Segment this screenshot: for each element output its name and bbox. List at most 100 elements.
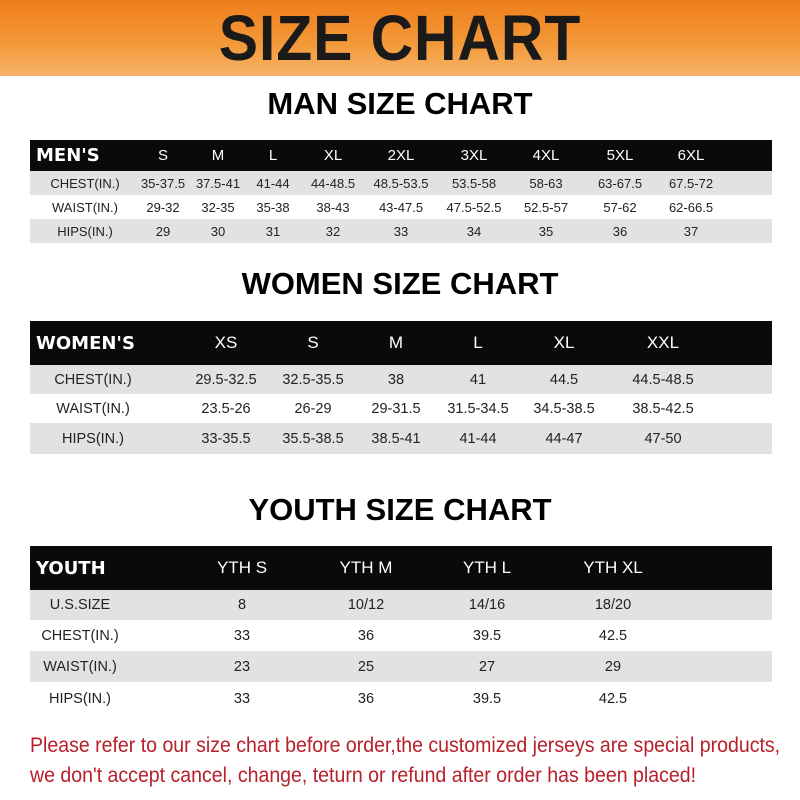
size-header: L <box>268 147 278 164</box>
men-section-title: MAN SIZE CHART <box>267 86 533 121</box>
youth-section-title: YOUTH SIZE CHART <box>248 492 552 527</box>
size-header: XL <box>323 147 343 164</box>
table-row: WAIST(IN.) 23.5-26 26-29 29-31.5 31.5-34.5 34… <box>30 394 772 423</box>
men-size-table: MEN'S S M L XL 2XL 3XL 4XL 5XL 6XL CHEST(IN.) 35-37… <box>30 140 772 243</box>
table-cell: 23.5-26 <box>201 400 251 417</box>
table-cell: 35-37.5 <box>140 175 186 191</box>
size-header: 4XL <box>532 147 560 164</box>
table-cell: 18/20 <box>594 597 632 613</box>
table-cell: 38.5-42.5 <box>632 400 694 417</box>
table-cell: 41 <box>469 371 487 388</box>
table-cell: 26-29 <box>294 400 332 417</box>
table-cell: 29 <box>155 223 171 239</box>
size-header: 2XL <box>387 147 415 164</box>
table-cell: 8 <box>237 597 247 613</box>
row-label: U.S.SIZE <box>49 597 111 613</box>
table-cell: 32.5-35.5 <box>282 371 344 388</box>
row-label: CHEST(IN.) <box>54 371 132 388</box>
table-cell: 35 <box>538 223 554 239</box>
table-cell: 43-47.5 <box>378 199 424 215</box>
row-label: HIPS(IN.) <box>61 430 125 447</box>
table-title-cell: WOMEN'S <box>36 332 135 354</box>
table-cell: 58-63 <box>529 175 563 191</box>
table-cell: 44-48.5 <box>310 175 356 191</box>
table-cell: 44.5 <box>549 371 579 388</box>
table-cell: 33 <box>233 690 251 707</box>
table-cell: 35-38 <box>256 199 290 215</box>
size-header: YTH S <box>216 558 268 577</box>
table-cell: 37 <box>683 223 699 239</box>
table-cell: 29.5-32.5 <box>195 371 257 388</box>
table-cell: 38.5-41 <box>371 430 421 447</box>
youth-size-table: YOUTH YTH S YTH M YTH L YTH XL U.S.SIZE 8 10/12… <box>30 546 772 715</box>
table-row: HIPS(IN.) 29 30 31 32 33 34 35 36 37 <box>30 219 772 243</box>
table-cell: 33 <box>233 627 251 644</box>
size-header: XL <box>553 333 575 352</box>
table-cell: 32 <box>325 223 341 239</box>
row-label: CHEST(IN.) <box>41 627 119 644</box>
size-header: YTH M <box>339 558 393 577</box>
size-chart-banner: SIZE CHART <box>0 0 800 76</box>
size-header: S <box>307 333 319 352</box>
size-header: YTH XL <box>583 558 643 577</box>
table-cell: 57-62 <box>603 199 637 215</box>
table-cell: 44.5-48.5 <box>632 371 694 388</box>
table-cell: 63-67.5 <box>597 175 643 191</box>
table-cell: 14/16 <box>468 597 506 613</box>
table-row: HIPS(IN.) 33-35.5 35.5-38.5 38.5-41 41-44 44-… <box>30 423 772 454</box>
table-cell: 36 <box>357 690 375 707</box>
table-row: U.S.SIZE 8 10/12 14/16 18/20 <box>30 590 772 620</box>
table-cell: 35.5-38.5 <box>282 430 344 447</box>
table-row: CHEST(IN.) 29.5-32.5 32.5-35.5 38 41 44.5 44.5… <box>30 365 772 394</box>
size-header: S <box>157 147 169 164</box>
table-row: WAIST(IN.) 23 25 27 29 <box>30 651 772 682</box>
table-title-cell: MEN'S <box>36 145 100 166</box>
banner-title: SIZE CHART <box>218 2 582 74</box>
notice-line-1: Please refer to our size chart before or… <box>30 734 781 757</box>
row-label: HIPS(IN.) <box>48 690 112 707</box>
table-header-row: MEN'S S M L XL 2XL 3XL 4XL 5XL 6XL <box>30 140 772 171</box>
table-cell: 38-43 <box>316 199 350 215</box>
table-cell: 27 <box>478 658 496 675</box>
table-header-row: YOUTH YTH S YTH M YTH L YTH XL <box>30 546 772 590</box>
row-label: WAIST(IN.) <box>52 199 118 215</box>
table-cell: 31.5-34.5 <box>447 400 509 417</box>
table-cell: 36 <box>357 627 375 644</box>
size-header: L <box>473 333 483 352</box>
size-header: YTH L <box>462 558 512 577</box>
size-header: 5XL <box>606 147 634 164</box>
women-section-title: WOMEN SIZE CHART <box>241 266 559 301</box>
table-cell: 10/12 <box>347 597 385 613</box>
table-cell: 29-32 <box>146 199 180 215</box>
table-cell: 42.5 <box>598 627 628 644</box>
table-cell: 41-44 <box>459 430 497 447</box>
notice-line-2: we don't accept cancel, change, teturn o… <box>30 764 697 787</box>
table-cell: 34 <box>466 223 482 239</box>
table-cell: 41-44 <box>256 175 290 191</box>
table-cell: 37.5-41 <box>195 175 241 191</box>
table-row: CHEST(IN.) 35-37.5 37.5-41 41-44 44-48.5 48.5… <box>30 171 772 195</box>
table-cell: 39.5 <box>472 690 502 707</box>
row-label: WAIST(IN.) <box>43 658 117 675</box>
table-cell: 29 <box>604 658 622 675</box>
size-header: M <box>388 333 404 352</box>
size-header: 3XL <box>460 147 488 164</box>
table-cell: 67.5-72 <box>668 175 714 191</box>
table-cell: 39.5 <box>472 627 502 644</box>
table-cell: 23 <box>233 658 251 675</box>
table-cell: 44-47 <box>545 430 583 447</box>
table-row: HIPS(IN.) 33 36 39.5 42.5 <box>30 682 772 715</box>
table-title-cell: YOUTH <box>36 557 106 579</box>
table-cell: 38 <box>387 371 405 388</box>
table-cell: 36 <box>612 223 628 239</box>
table-cell: 31 <box>265 223 281 239</box>
table-cell: 47.5-52.5 <box>446 199 502 215</box>
table-cell: 34.5-38.5 <box>533 400 595 417</box>
table-cell: 47-50 <box>644 430 682 447</box>
women-size-table: WOMEN'S XS S M L XL XXL CHEST(IN.) 29.5-32.5 32.5… <box>30 321 772 454</box>
table-row: WAIST(IN.) 29-32 32-35 35-38 38-43 43-47.5 47.… <box>30 195 772 219</box>
table-cell: 25 <box>357 658 375 675</box>
table-cell: 62-66.5 <box>668 199 714 215</box>
table-cell: 33 <box>393 223 409 239</box>
table-cell: 52.5-57 <box>523 199 569 215</box>
